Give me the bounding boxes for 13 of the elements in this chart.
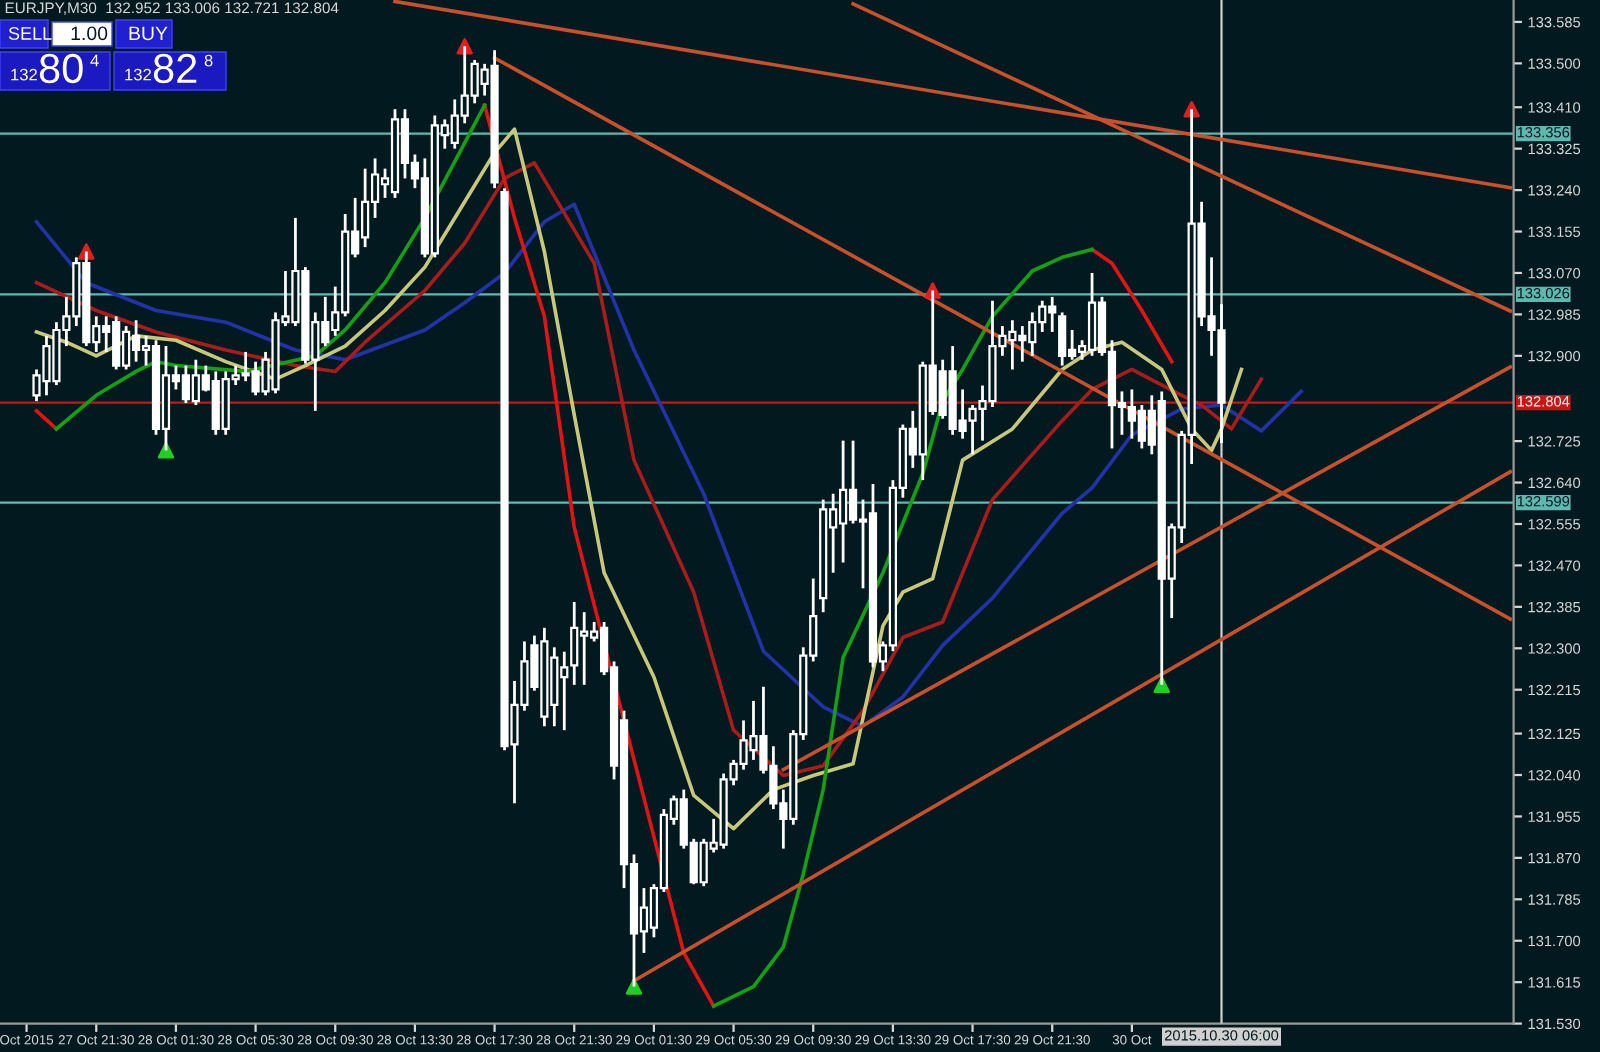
line-series: [1090, 247, 1174, 364]
annotation: 8: [204, 54, 213, 67]
line-series: [711, 247, 1094, 1008]
annotation: 82: [153, 53, 197, 84]
annotation: 80: [39, 53, 83, 84]
annotation: 4: [90, 54, 99, 67]
line-series: [482, 103, 716, 1008]
annotation: 1.00: [71, 26, 108, 41]
annotation: 132: [125, 68, 151, 81]
annotation: 132: [11, 68, 37, 81]
annotation: BUY: [129, 26, 168, 41]
line-series: [34, 202, 1303, 729]
line-series: [54, 103, 487, 431]
